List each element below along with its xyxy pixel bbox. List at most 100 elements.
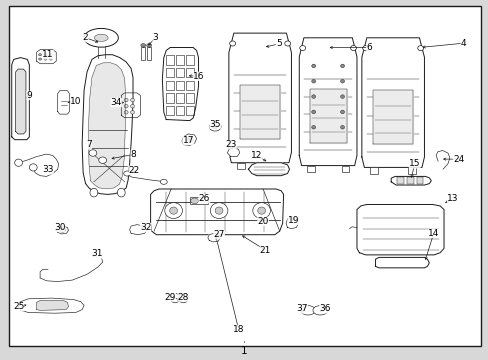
- Ellipse shape: [44, 54, 47, 56]
- Ellipse shape: [210, 203, 227, 219]
- Ellipse shape: [311, 80, 315, 83]
- Ellipse shape: [89, 150, 97, 156]
- Text: 37: 37: [296, 305, 307, 313]
- Polygon shape: [299, 38, 356, 166]
- Polygon shape: [361, 38, 424, 167]
- Text: 35: 35: [209, 120, 221, 129]
- Ellipse shape: [39, 58, 41, 60]
- Ellipse shape: [417, 46, 423, 51]
- Text: 12: 12: [250, 151, 262, 160]
- Polygon shape: [375, 257, 428, 268]
- Ellipse shape: [164, 203, 182, 219]
- Ellipse shape: [257, 207, 265, 214]
- Text: 28: 28: [177, 292, 189, 302]
- Polygon shape: [12, 58, 29, 140]
- Polygon shape: [129, 225, 146, 235]
- Polygon shape: [248, 163, 289, 176]
- Bar: [407, 167, 415, 174]
- Bar: [185, 81, 193, 90]
- Bar: [274, 163, 282, 169]
- Text: 1: 1: [241, 346, 247, 356]
- Polygon shape: [182, 134, 196, 145]
- Ellipse shape: [340, 95, 344, 98]
- Bar: [176, 106, 183, 115]
- Bar: [166, 81, 174, 90]
- Text: 20: 20: [257, 217, 268, 226]
- Text: 31: 31: [91, 249, 102, 258]
- Bar: [185, 68, 193, 77]
- Polygon shape: [240, 85, 280, 139]
- Polygon shape: [150, 189, 283, 235]
- Text: 23: 23: [224, 140, 236, 149]
- Text: 22: 22: [128, 166, 140, 175]
- Ellipse shape: [252, 203, 270, 219]
- Ellipse shape: [284, 41, 290, 46]
- Text: 21: 21: [259, 246, 271, 255]
- Ellipse shape: [178, 293, 188, 303]
- Ellipse shape: [312, 306, 327, 315]
- Polygon shape: [16, 69, 26, 134]
- Ellipse shape: [229, 41, 235, 46]
- Polygon shape: [19, 298, 84, 313]
- Polygon shape: [37, 301, 68, 310]
- Bar: [176, 68, 183, 77]
- Text: 2: 2: [82, 33, 88, 42]
- Ellipse shape: [117, 188, 125, 197]
- Text: 5: 5: [275, 40, 281, 49]
- Bar: [166, 55, 174, 65]
- Bar: [166, 106, 174, 115]
- Polygon shape: [227, 148, 239, 157]
- Bar: [176, 93, 183, 103]
- Bar: [237, 163, 245, 169]
- Text: 8: 8: [130, 150, 136, 159]
- Ellipse shape: [340, 80, 344, 83]
- Polygon shape: [88, 63, 125, 189]
- Text: 25: 25: [13, 302, 24, 311]
- Text: 30: 30: [54, 223, 65, 232]
- Text: 19: 19: [287, 216, 299, 225]
- Bar: [396, 177, 403, 184]
- Text: 27: 27: [213, 230, 224, 239]
- Text: 16: 16: [193, 72, 204, 81]
- Text: 14: 14: [427, 229, 439, 238]
- Polygon shape: [82, 55, 133, 194]
- Ellipse shape: [15, 159, 22, 166]
- Ellipse shape: [362, 46, 368, 51]
- Bar: [341, 166, 348, 172]
- Ellipse shape: [169, 207, 177, 214]
- Bar: [176, 55, 183, 65]
- Ellipse shape: [123, 171, 130, 176]
- Ellipse shape: [29, 164, 37, 171]
- Polygon shape: [228, 33, 291, 163]
- Ellipse shape: [146, 44, 151, 47]
- Ellipse shape: [130, 111, 134, 114]
- Polygon shape: [37, 50, 56, 64]
- Ellipse shape: [130, 104, 134, 108]
- Bar: [166, 68, 174, 77]
- Ellipse shape: [190, 198, 198, 204]
- Ellipse shape: [160, 179, 167, 184]
- Text: 15: 15: [408, 159, 420, 168]
- Ellipse shape: [300, 306, 315, 315]
- Ellipse shape: [215, 207, 223, 214]
- Ellipse shape: [49, 58, 52, 60]
- Ellipse shape: [340, 110, 344, 114]
- Bar: [185, 93, 193, 103]
- Polygon shape: [162, 48, 198, 121]
- Text: 10: 10: [70, 97, 81, 106]
- Polygon shape: [56, 226, 68, 234]
- Polygon shape: [58, 91, 69, 114]
- Text: 6: 6: [366, 43, 371, 52]
- Ellipse shape: [124, 104, 128, 108]
- Ellipse shape: [340, 126, 344, 129]
- Text: 26: 26: [198, 194, 210, 203]
- Text: 32: 32: [140, 223, 151, 232]
- Polygon shape: [207, 233, 220, 242]
- Ellipse shape: [340, 64, 344, 68]
- Ellipse shape: [299, 45, 305, 50]
- Polygon shape: [285, 217, 298, 229]
- Ellipse shape: [84, 28, 118, 47]
- Ellipse shape: [49, 54, 52, 56]
- Text: 9: 9: [26, 91, 32, 100]
- Ellipse shape: [141, 44, 145, 47]
